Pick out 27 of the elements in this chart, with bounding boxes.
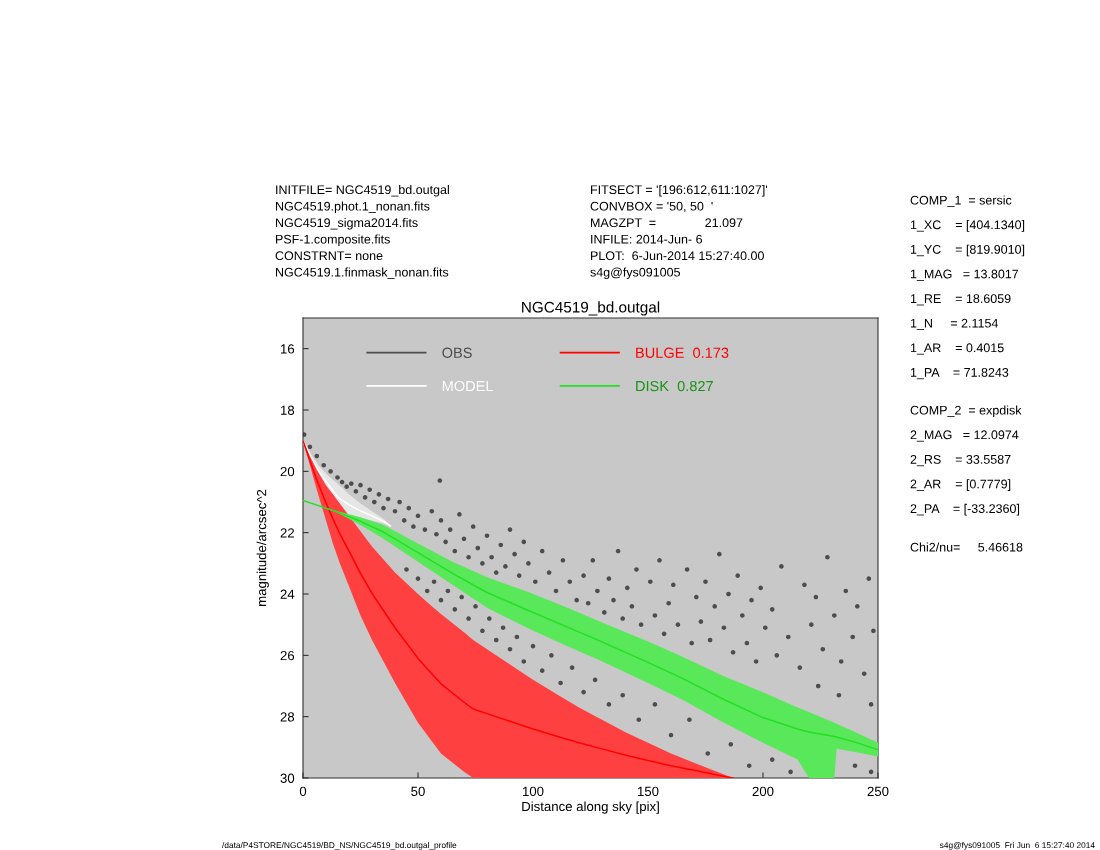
text: COMP_2 = expdisk 2_MAG = 12.0974 2_RS = 33.5587 2_AR = [0.7779] 2_PA = [-33.2360] (910, 405, 1022, 516)
text: COMP_1 = sersic 1_XC = [404.1340] 1_YC = [819.9010] 1_MAG = 13.8017 1_RE = 18.6059 1_N = 2.1154 1_AR = 0.4015 1_PA = 71.8243 (910, 195, 1025, 380)
text: s4g@fys091005 Fri Jun 6 15:27:40 2014 (939, 841, 1095, 850)
legend-label: OBS (442, 347, 472, 358)
x-tick-label: 150 (638, 786, 659, 797)
x-tick-label: 50 (411, 786, 425, 797)
x-axis-title: Distance along sky [pix] (522, 801, 659, 814)
y-tick-label: 16 (281, 344, 295, 354)
legend-label: BULGE 0.173 (636, 347, 729, 358)
chart-title: NGC4519_bd.outgal (522, 301, 660, 316)
y-tick-label: 30 (280, 773, 295, 783)
x-tick-label: 250 (867, 786, 889, 797)
y-tick-label: 24 (280, 589, 295, 599)
legend-label: DISK 0.827 (636, 380, 713, 392)
x-tick-label: 200 (752, 786, 774, 797)
y-tick-label: 26 (280, 650, 295, 661)
y-tick-label: 22 (280, 528, 295, 538)
text: /data/P4STORE/NGC4519/BD_NS/NGC4519_bd.outgal_profile (222, 841, 457, 850)
y-tick-label: 18 (281, 405, 295, 415)
text: Chi2/nu= 5.46618 (910, 542, 1023, 552)
x-tick-label: 100 (523, 786, 544, 797)
y-tick-label: 28 (280, 712, 295, 722)
y-axis-title: magnitude/arcsec^2 (256, 489, 269, 606)
text: INITFILE= NGC4519_bd.outgal NGC4519.phot.1_nonan.fits NGC4519_sigma2014.fits PSF-1.composite.fits CONSTRNT= none NGC4519.1.finmask_nonan.fits (275, 184, 449, 279)
text: FITSECT = '[196:612,611:1027]' CONVBOX = '50, 50 ' MAGZPT = 21.097 INFILE: 2014-Jun- 6 PLOT: 6-Jun-2014 15:27:40.00 s4g@fys091005 (590, 184, 768, 280)
x-tick-label: 0 (299, 786, 307, 797)
y-tick-label: 20 (280, 466, 295, 477)
